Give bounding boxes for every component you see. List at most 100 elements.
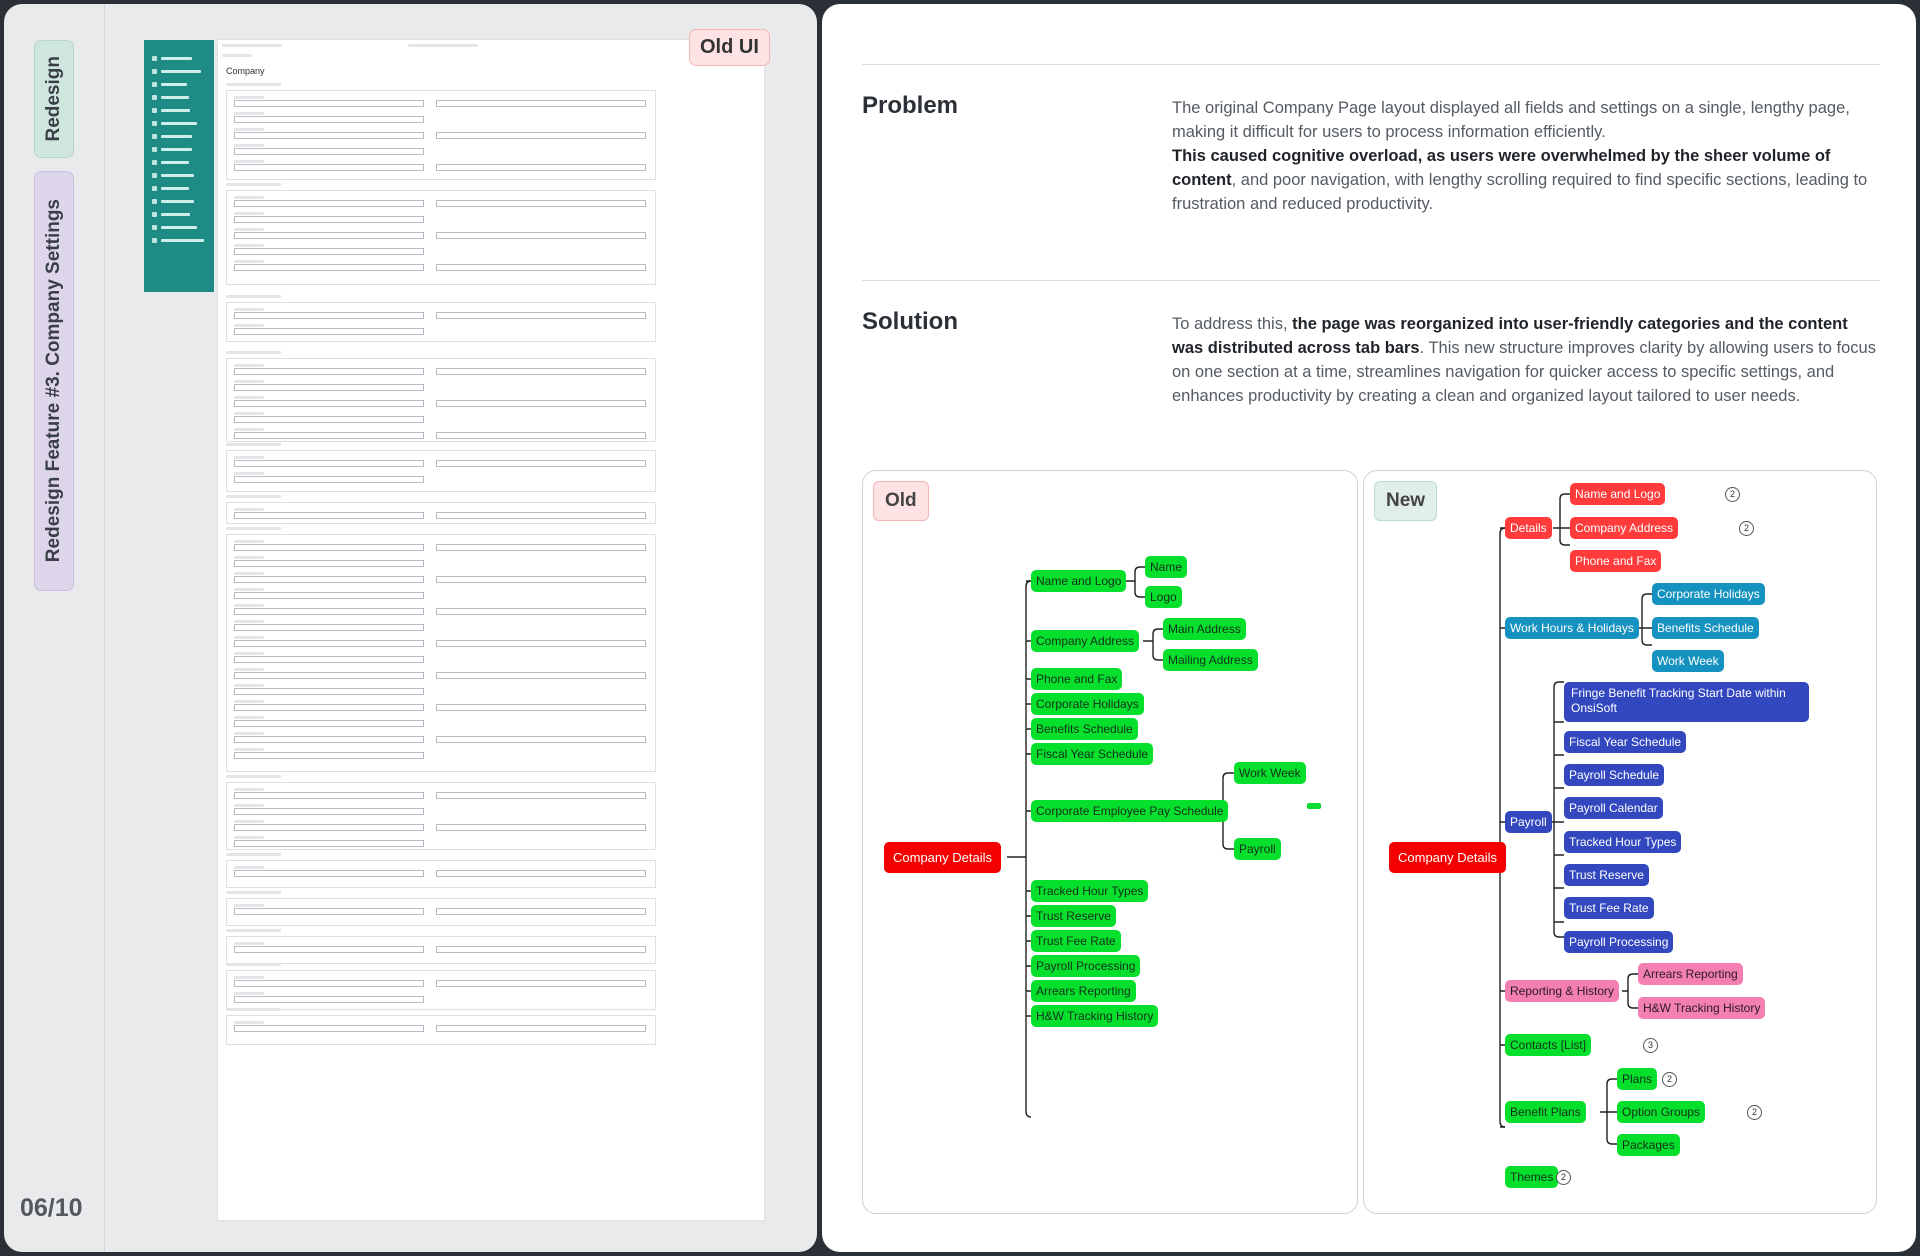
- old-node-benefits-schedule: Benefits Schedule: [1031, 718, 1138, 740]
- old-node-tracked-hour-types: Tracked Hour Types: [1031, 880, 1149, 902]
- right-panel: Problem The original Company Page layout…: [822, 4, 1916, 1252]
- new-node-name-and-logo: Name and Logo: [1570, 483, 1666, 505]
- form-field: [234, 400, 424, 407]
- form-field: [436, 264, 646, 271]
- form-field: [234, 840, 424, 847]
- solution-title: Solution: [862, 308, 958, 335]
- text-line: [234, 588, 264, 591]
- form-field: [234, 328, 424, 335]
- form-field: [234, 216, 424, 223]
- divider: [862, 64, 1880, 65]
- text-line: [234, 820, 264, 823]
- new-node-payroll-calendar: Payroll Calendar: [1564, 797, 1663, 819]
- form-field: [234, 656, 424, 663]
- nav-label-placeholder: [161, 199, 195, 203]
- text-line: [234, 604, 264, 607]
- nav-label-placeholder: [161, 186, 189, 190]
- text-line: [234, 700, 264, 703]
- form-field: [234, 672, 424, 679]
- new-node-phone-and-fax: Phone and Fax: [1570, 550, 1662, 572]
- text-line: [234, 160, 264, 163]
- text-line: [234, 540, 264, 543]
- text-line: [234, 1021, 264, 1024]
- form-field: [436, 980, 646, 987]
- new-node-work-week: Work Week: [1652, 650, 1724, 672]
- form-field: [234, 792, 424, 799]
- problem-text: The original Company Page layout display…: [1172, 99, 1868, 213]
- text-line: [234, 732, 264, 735]
- text-line: [234, 556, 264, 559]
- text-line: [234, 942, 264, 945]
- text-line: [234, 716, 264, 719]
- old-node-arrears-reporting: Arrears Reporting: [1031, 980, 1136, 1002]
- old-node-mailing-address: Mailing Address: [1163, 649, 1258, 671]
- text-line: [234, 428, 264, 431]
- nav-icon: [152, 68, 157, 74]
- nav-label-placeholder: [161, 82, 188, 86]
- text-line: [234, 228, 264, 231]
- text-line: [234, 572, 264, 575]
- form-field: [234, 248, 424, 255]
- form-field: [234, 476, 424, 483]
- new-node-tracked-hour-types: Tracked Hour Types: [1564, 831, 1682, 853]
- old-node-company-address: Company Address: [1031, 630, 1140, 652]
- new-node-themes: Themes: [1505, 1166, 1559, 1188]
- form-field: [234, 264, 424, 271]
- new-node-payroll-schedule: Payroll Schedule: [1564, 764, 1665, 786]
- old-nav-item: [152, 80, 188, 88]
- new-node-trust-reserve: Trust Reserve: [1564, 864, 1649, 886]
- new-badge-company-address: 2: [1739, 521, 1754, 536]
- form-field: [234, 688, 424, 695]
- redesign-tag: Redesign: [34, 40, 74, 158]
- form-field: [436, 232, 646, 239]
- solution-text: To address this, the page was reorganize…: [1172, 315, 1876, 405]
- nav-label-placeholder: [161, 121, 198, 125]
- form-field: [436, 400, 646, 407]
- form-field: [436, 512, 646, 519]
- nav-label-placeholder: [161, 134, 192, 138]
- new-node-reporting-history: Reporting & History: [1505, 980, 1620, 1002]
- old-ui-screenshot: Company: [144, 40, 764, 1220]
- old-node-trust-reserve: Trust Reserve: [1031, 905, 1116, 927]
- nav-label-placeholder: [161, 225, 198, 229]
- new-node-trust-fee-rate: Trust Fee Rate: [1564, 897, 1654, 919]
- form-field: [436, 672, 646, 679]
- form-field: [436, 544, 646, 551]
- form-field: [234, 704, 424, 711]
- text-line: [234, 748, 264, 751]
- form-field: [234, 980, 424, 987]
- old-node-name-and-logo: Name and Logo: [1031, 570, 1127, 592]
- form-field: [234, 148, 424, 155]
- old-nav-item: [152, 145, 192, 153]
- nav-label-placeholder: [161, 160, 189, 164]
- form-field: [436, 432, 646, 439]
- form-field: [436, 164, 646, 171]
- text-line: [234, 324, 264, 327]
- old-node-logo: Logo: [1145, 586, 1182, 608]
- nav-label-placeholder: [161, 95, 189, 99]
- old-node-payroll-processing: Payroll Processing: [1031, 955, 1141, 977]
- text-line: [226, 295, 281, 298]
- nav-icon: [152, 107, 157, 113]
- form-section: [226, 450, 656, 492]
- text-line: [234, 456, 264, 459]
- form-field: [436, 576, 646, 583]
- text-line: [234, 668, 264, 671]
- text-line: [234, 260, 264, 263]
- form-section: [226, 302, 656, 342]
- nav-icon: [152, 120, 157, 126]
- form-field: [234, 824, 424, 831]
- nav-icon: [152, 55, 157, 61]
- old-app-sidebar: [144, 40, 214, 292]
- new-node-payroll-processing: Payroll Processing: [1564, 931, 1674, 953]
- text-line: [226, 351, 281, 354]
- form-field: [234, 432, 424, 439]
- text-line: [234, 508, 264, 511]
- new-badge-themes: 2: [1556, 1170, 1571, 1185]
- nav-icon: [152, 94, 157, 100]
- form-field: [234, 624, 424, 631]
- form-field: [436, 824, 646, 831]
- new-node-plans: Plans: [1617, 1068, 1658, 1090]
- nav-icon: [152, 146, 157, 152]
- form-field: [436, 460, 646, 467]
